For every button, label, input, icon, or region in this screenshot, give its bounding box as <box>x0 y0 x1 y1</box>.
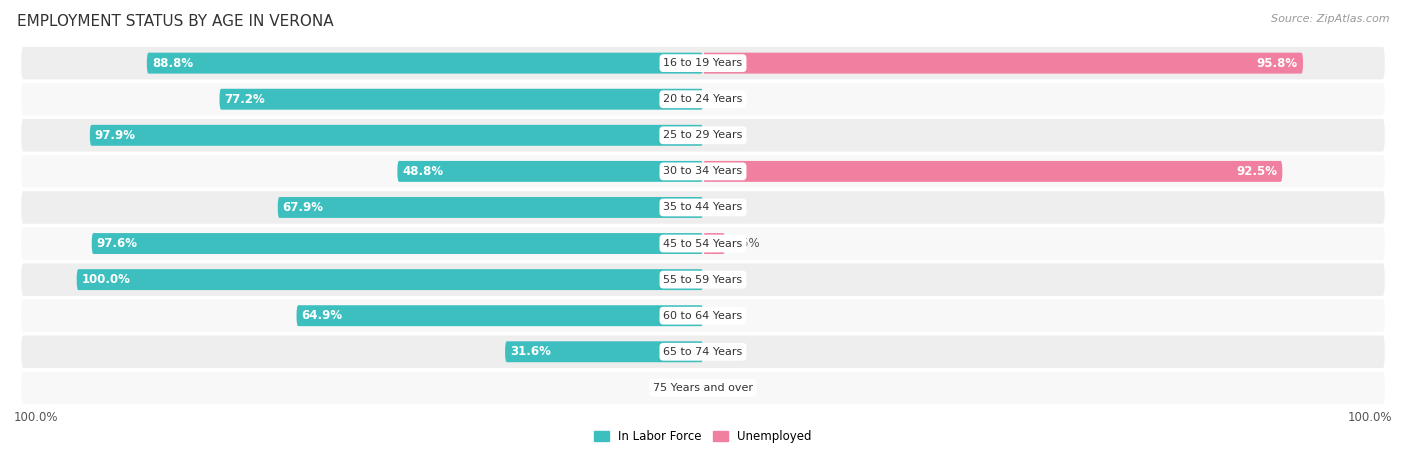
Text: EMPLOYMENT STATUS BY AGE IN VERONA: EMPLOYMENT STATUS BY AGE IN VERONA <box>17 14 333 28</box>
Text: 92.5%: 92.5% <box>1236 165 1277 178</box>
FancyBboxPatch shape <box>398 161 703 182</box>
Text: 88.8%: 88.8% <box>152 57 193 69</box>
Text: 0.0%: 0.0% <box>709 382 738 394</box>
Text: 55 to 59 Years: 55 to 59 Years <box>664 275 742 285</box>
Text: 100.0%: 100.0% <box>1347 411 1392 424</box>
Text: 75 Years and over: 75 Years and over <box>652 383 754 393</box>
Text: 67.9%: 67.9% <box>283 201 323 214</box>
Text: 3.5%: 3.5% <box>730 237 759 250</box>
Text: 97.6%: 97.6% <box>97 237 138 250</box>
FancyBboxPatch shape <box>20 190 1386 225</box>
Text: 16 to 19 Years: 16 to 19 Years <box>664 58 742 68</box>
FancyBboxPatch shape <box>20 82 1386 116</box>
FancyBboxPatch shape <box>703 53 1303 74</box>
FancyBboxPatch shape <box>20 335 1386 369</box>
Text: 0.0%: 0.0% <box>709 345 738 358</box>
Text: 65 to 74 Years: 65 to 74 Years <box>664 347 742 357</box>
FancyBboxPatch shape <box>20 226 1386 261</box>
Text: 95.8%: 95.8% <box>1257 57 1298 69</box>
Text: 0.0%: 0.0% <box>709 273 738 286</box>
Text: 25 to 29 Years: 25 to 29 Years <box>664 130 742 140</box>
FancyBboxPatch shape <box>91 233 703 254</box>
Text: 0.0%: 0.0% <box>668 382 697 394</box>
FancyBboxPatch shape <box>278 197 703 218</box>
Text: 60 to 64 Years: 60 to 64 Years <box>664 311 742 321</box>
Text: 30 to 34 Years: 30 to 34 Years <box>664 166 742 176</box>
FancyBboxPatch shape <box>20 262 1386 297</box>
Text: 0.0%: 0.0% <box>709 93 738 106</box>
FancyBboxPatch shape <box>703 161 1282 182</box>
Text: 64.9%: 64.9% <box>301 309 343 322</box>
FancyBboxPatch shape <box>20 299 1386 333</box>
FancyBboxPatch shape <box>505 341 703 362</box>
Text: 0.0%: 0.0% <box>709 309 738 322</box>
FancyBboxPatch shape <box>90 125 703 146</box>
FancyBboxPatch shape <box>20 154 1386 189</box>
FancyBboxPatch shape <box>703 233 725 254</box>
FancyBboxPatch shape <box>77 269 703 290</box>
Text: 35 to 44 Years: 35 to 44 Years <box>664 202 742 212</box>
Text: Source: ZipAtlas.com: Source: ZipAtlas.com <box>1271 14 1389 23</box>
Text: 0.0%: 0.0% <box>709 201 738 214</box>
Legend: In Labor Force, Unemployed: In Labor Force, Unemployed <box>595 430 811 443</box>
FancyBboxPatch shape <box>297 305 703 326</box>
Text: 97.9%: 97.9% <box>94 129 136 142</box>
Text: 31.6%: 31.6% <box>510 345 551 358</box>
FancyBboxPatch shape <box>20 118 1386 152</box>
Text: 48.8%: 48.8% <box>402 165 443 178</box>
Text: 20 to 24 Years: 20 to 24 Years <box>664 94 742 104</box>
Text: 45 to 54 Years: 45 to 54 Years <box>664 239 742 249</box>
Text: 0.0%: 0.0% <box>709 129 738 142</box>
Text: 77.2%: 77.2% <box>225 93 266 106</box>
Text: 100.0%: 100.0% <box>14 411 59 424</box>
Text: 100.0%: 100.0% <box>82 273 131 286</box>
FancyBboxPatch shape <box>20 371 1386 405</box>
FancyBboxPatch shape <box>219 89 703 110</box>
FancyBboxPatch shape <box>146 53 703 74</box>
FancyBboxPatch shape <box>20 46 1386 80</box>
